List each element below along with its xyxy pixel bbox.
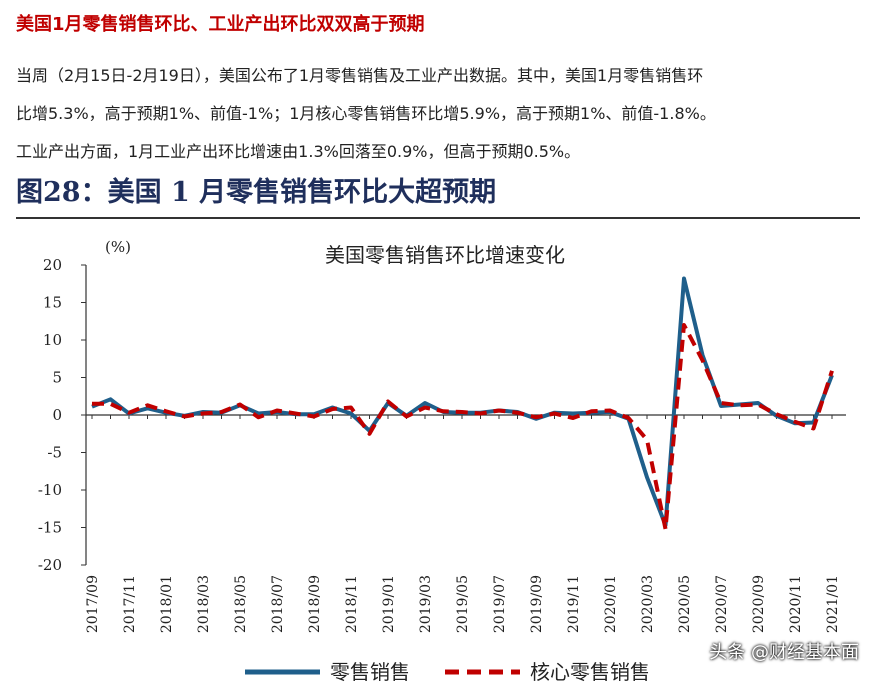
x-tick-label: 2017/09 — [85, 575, 101, 633]
x-tick-label: 2018/09 — [307, 575, 323, 633]
x-tick-label: 2018/07 — [270, 575, 286, 633]
retail-sales-chart: 美国零售销售环比增速变化 (%) 20 15 10 5 0 -5 -10 -15 -20 2017… — [38, 238, 846, 682]
x-tick-label: 2019/07 — [492, 575, 508, 633]
series-line-core-retail-sales — [92, 323, 834, 531]
y-tick-label: 5 — [52, 369, 62, 387]
y-tick-label: 0 — [52, 406, 62, 424]
x-tick-label: 2019/11 — [566, 575, 582, 633]
y-tick-label: 15 — [43, 294, 62, 312]
x-tick-label: 2020/11 — [788, 575, 804, 633]
series-group — [91, 276, 834, 531]
y-tick-label: -10 — [38, 481, 62, 499]
legend-core-retail-sales-label: 核心零售销售 — [530, 660, 650, 682]
figure-title: 图28：美国 1 月零售销售环比大超预期 — [16, 177, 497, 208]
x-tick-label: 2020/03 — [640, 575, 656, 633]
x-tick-label: 2017/11 — [122, 575, 138, 633]
paragraph-line-2: 比增5.3%，高于预期1%、前值-1%；1月核心零售销售环比增5.9%，高于预期… — [16, 104, 716, 123]
paragraph-line-1: 当周（2月15日-2月19日），美国公布了1月零售销售及工业产出数据。其中，美国… — [16, 66, 704, 85]
x-tick-label: 2018/05 — [233, 575, 249, 633]
legend: 零售销售 核心零售销售 — [245, 660, 650, 682]
y-tick-label: -5 — [47, 444, 62, 462]
article-headline: 美国1月零售销售环比、工业产出环比双双高于预期 — [16, 14, 425, 35]
axes-group: 20 15 10 5 0 -5 -10 -15 -20 2017/09 2017/11 2018/01… — [38, 256, 846, 633]
y-tick-label: 10 — [43, 331, 62, 349]
figure-title-rule — [16, 217, 860, 219]
x-tick-label: 2019/03 — [418, 575, 434, 633]
y-tick-label: -15 — [38, 519, 62, 537]
x-tick-label: 2021/01 — [825, 575, 841, 633]
x-tick-label: 2019/05 — [455, 575, 471, 633]
chart-title: 美国零售销售环比增速变化 — [325, 243, 565, 267]
x-tick-label: 2019/01 — [381, 575, 397, 633]
x-tick-label: 2020/09 — [751, 575, 767, 633]
y-unit-label: (%) — [105, 238, 131, 256]
x-tick-label: 2020/01 — [603, 575, 619, 633]
x-tick-label: 2019/09 — [529, 575, 545, 633]
x-tick-label: 2020/07 — [714, 575, 730, 633]
y-tick-label: -20 — [38, 556, 62, 574]
x-tick-label: 2020/05 — [677, 575, 693, 633]
watermark: 头条 @财经基本面 — [709, 642, 859, 663]
legend-retail-sales-label: 零售销售 — [330, 660, 410, 682]
x-tick-label: 2018/03 — [196, 575, 212, 633]
paragraph-line-3: 工业产出方面，1月工业产出环比增速由1.3%回落至0.9%，但高于预期0.5%。 — [16, 142, 581, 161]
y-tick-label: 20 — [43, 256, 62, 274]
x-tick-label: 2018/01 — [159, 575, 175, 633]
x-tick-label: 2018/11 — [344, 575, 360, 633]
series-line-retail-sales — [91, 276, 834, 528]
